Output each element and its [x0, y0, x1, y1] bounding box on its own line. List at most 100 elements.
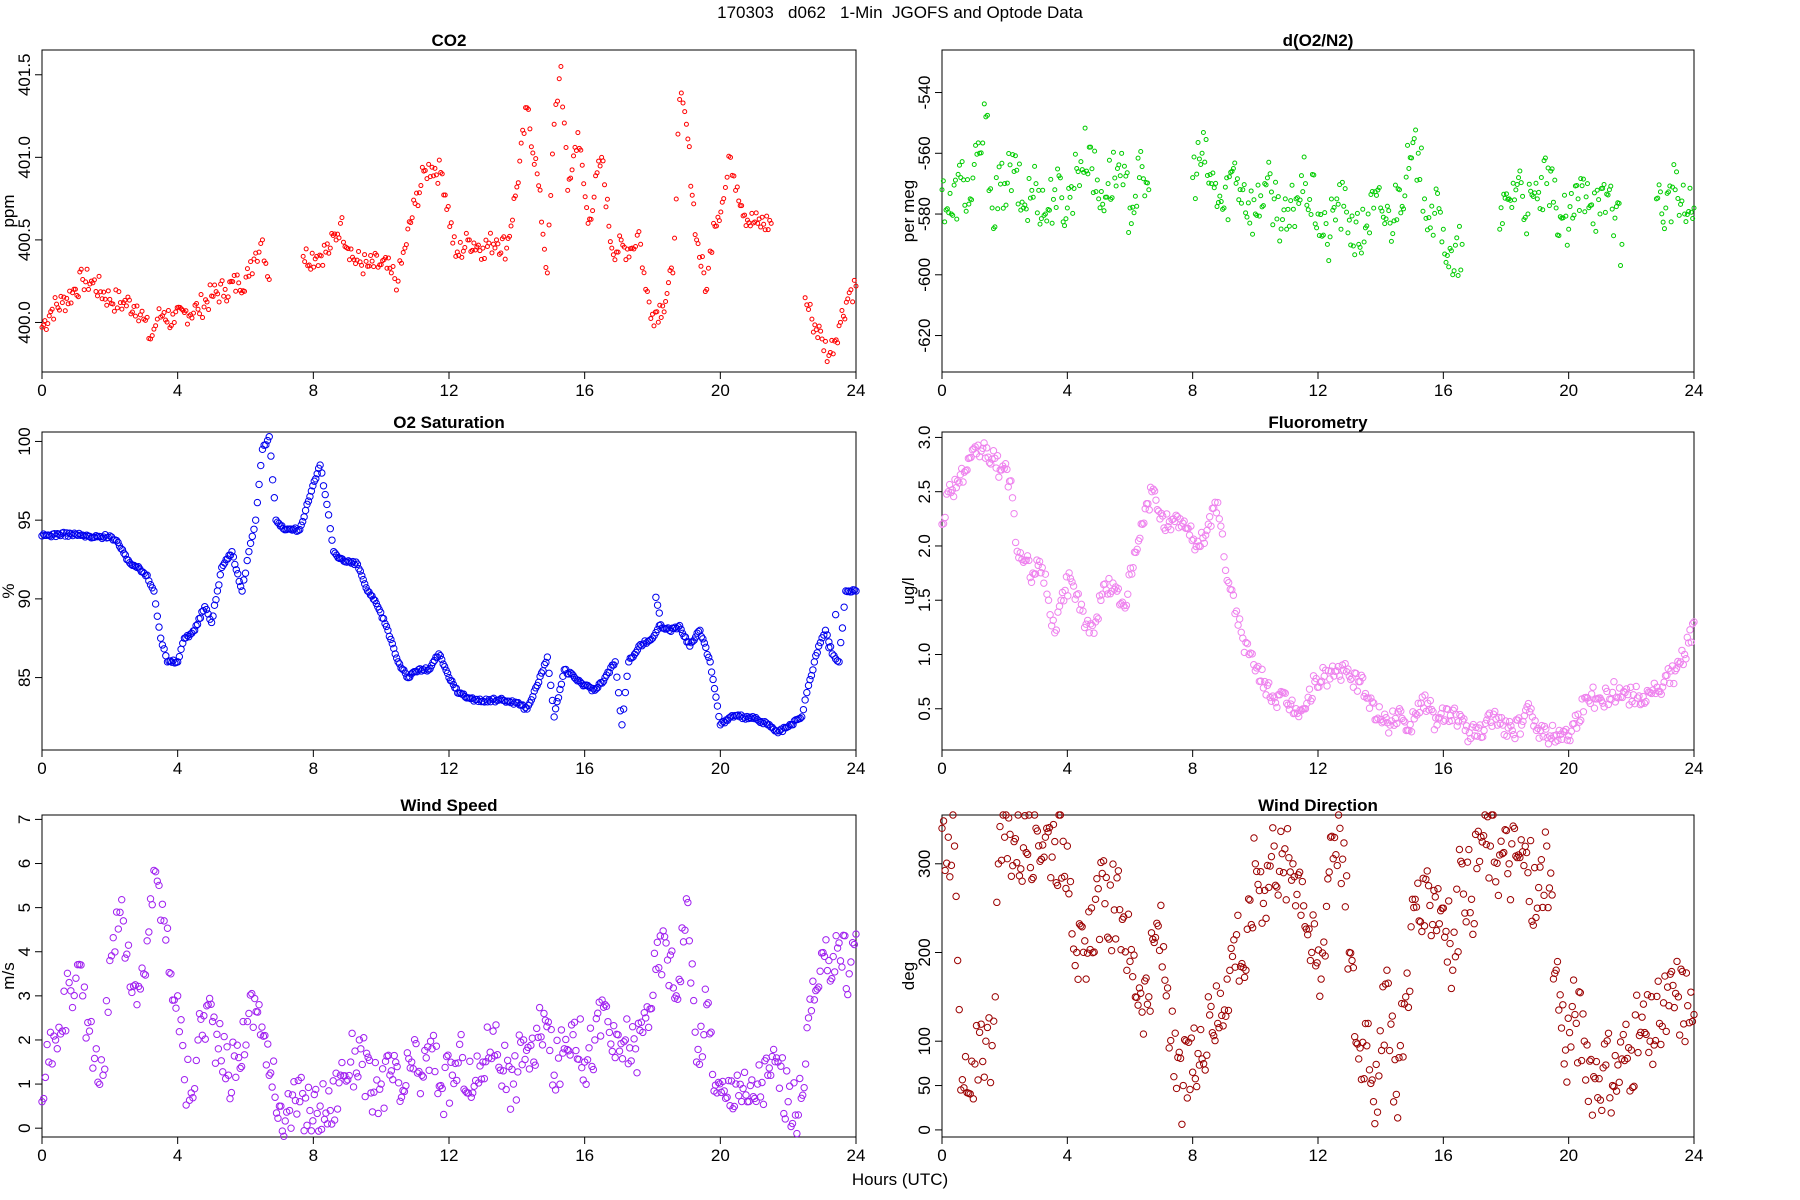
data-point	[168, 323, 174, 329]
data-point	[380, 1104, 388, 1112]
data-point	[1337, 879, 1345, 888]
data-point	[1670, 679, 1678, 688]
data-point	[215, 291, 221, 297]
data-point	[312, 475, 320, 483]
data-point	[1387, 220, 1393, 226]
data-point	[210, 601, 219, 609]
data-point	[724, 174, 730, 180]
y-tick-label: -600	[915, 258, 934, 292]
data-point	[1315, 683, 1323, 691]
data-point	[1077, 600, 1086, 609]
data-point	[72, 974, 80, 982]
data-point	[1657, 189, 1663, 195]
data-point	[251, 256, 257, 262]
data-point	[1549, 975, 1558, 983]
data-point	[810, 996, 819, 1004]
panel-title: O2 Saturation	[393, 413, 504, 432]
data-point	[1658, 683, 1667, 691]
data-point	[1021, 812, 1029, 820]
data-point	[233, 288, 239, 294]
data-point	[1333, 861, 1341, 870]
data-point	[448, 1071, 457, 1079]
y-tick-label: 4	[15, 947, 34, 956]
data-point	[596, 158, 602, 164]
data-point	[618, 721, 626, 729]
data-point	[268, 1083, 276, 1091]
data-point	[435, 180, 441, 186]
data-point	[565, 187, 571, 193]
data-point	[304, 497, 313, 505]
data-point	[447, 1058, 455, 1066]
data-point	[1330, 207, 1336, 213]
data-point	[173, 658, 182, 666]
data-point	[1054, 608, 1062, 616]
data-point	[239, 1017, 247, 1026]
data-point	[515, 1031, 523, 1039]
data-point	[707, 668, 716, 676]
data-point	[1563, 736, 1572, 744]
data-point	[962, 202, 968, 208]
data-point	[1098, 189, 1104, 195]
x-tick-label: 20	[711, 759, 730, 778]
data-point	[778, 1054, 787, 1062]
data-point	[1085, 171, 1091, 177]
data-point	[658, 970, 666, 979]
data-point	[1077, 921, 1085, 930]
data-point	[1064, 205, 1070, 211]
data-point	[1609, 206, 1615, 212]
data-point	[153, 877, 162, 885]
data-point	[1691, 205, 1697, 211]
data-point	[1363, 1042, 1371, 1050]
data-point	[1143, 1000, 1152, 1008]
data-point	[1566, 736, 1574, 745]
data-point	[993, 452, 1002, 460]
data-point	[158, 900, 167, 908]
data-point	[155, 623, 163, 631]
data-point	[1275, 194, 1281, 200]
data-point	[1074, 590, 1083, 598]
data-point	[1145, 506, 1153, 514]
data-point	[265, 1071, 273, 1079]
data-point	[1207, 1002, 1215, 1011]
data-point	[1207, 522, 1215, 530]
data-point	[1639, 1000, 1648, 1008]
data-point	[536, 183, 542, 189]
data-point	[246, 539, 255, 547]
data-point	[503, 1056, 512, 1065]
data-point	[1037, 221, 1043, 227]
data-point	[1318, 212, 1324, 218]
data-point	[610, 1021, 618, 1030]
data-point	[334, 553, 342, 562]
data-point	[1308, 948, 1316, 957]
data-point	[784, 1098, 792, 1106]
data-point	[1213, 180, 1219, 186]
data-point	[1111, 935, 1120, 943]
data-point	[144, 314, 150, 320]
data-point	[469, 1089, 477, 1097]
data-point	[558, 64, 564, 70]
data-point	[377, 1080, 385, 1088]
data-point	[1247, 220, 1253, 226]
data-point	[354, 1073, 362, 1081]
data-point	[1233, 180, 1239, 186]
data-point	[828, 974, 836, 983]
data-point	[735, 1091, 743, 1100]
data-point	[213, 1030, 221, 1039]
data-point	[1463, 858, 1472, 866]
data-point	[1297, 197, 1303, 203]
data-point	[551, 705, 560, 713]
data-point	[807, 1007, 816, 1015]
data-point	[1552, 177, 1558, 183]
data-point	[1316, 992, 1324, 1000]
data-point	[1564, 242, 1570, 248]
data-point	[950, 212, 956, 218]
data-point	[121, 954, 129, 962]
data-point	[242, 288, 248, 294]
data-point	[1450, 928, 1458, 936]
data-point	[564, 670, 573, 678]
data-point	[633, 1069, 641, 1077]
data-point	[99, 1071, 107, 1079]
data-point	[407, 1058, 416, 1066]
data-point	[564, 1047, 573, 1055]
data-point	[296, 525, 304, 534]
